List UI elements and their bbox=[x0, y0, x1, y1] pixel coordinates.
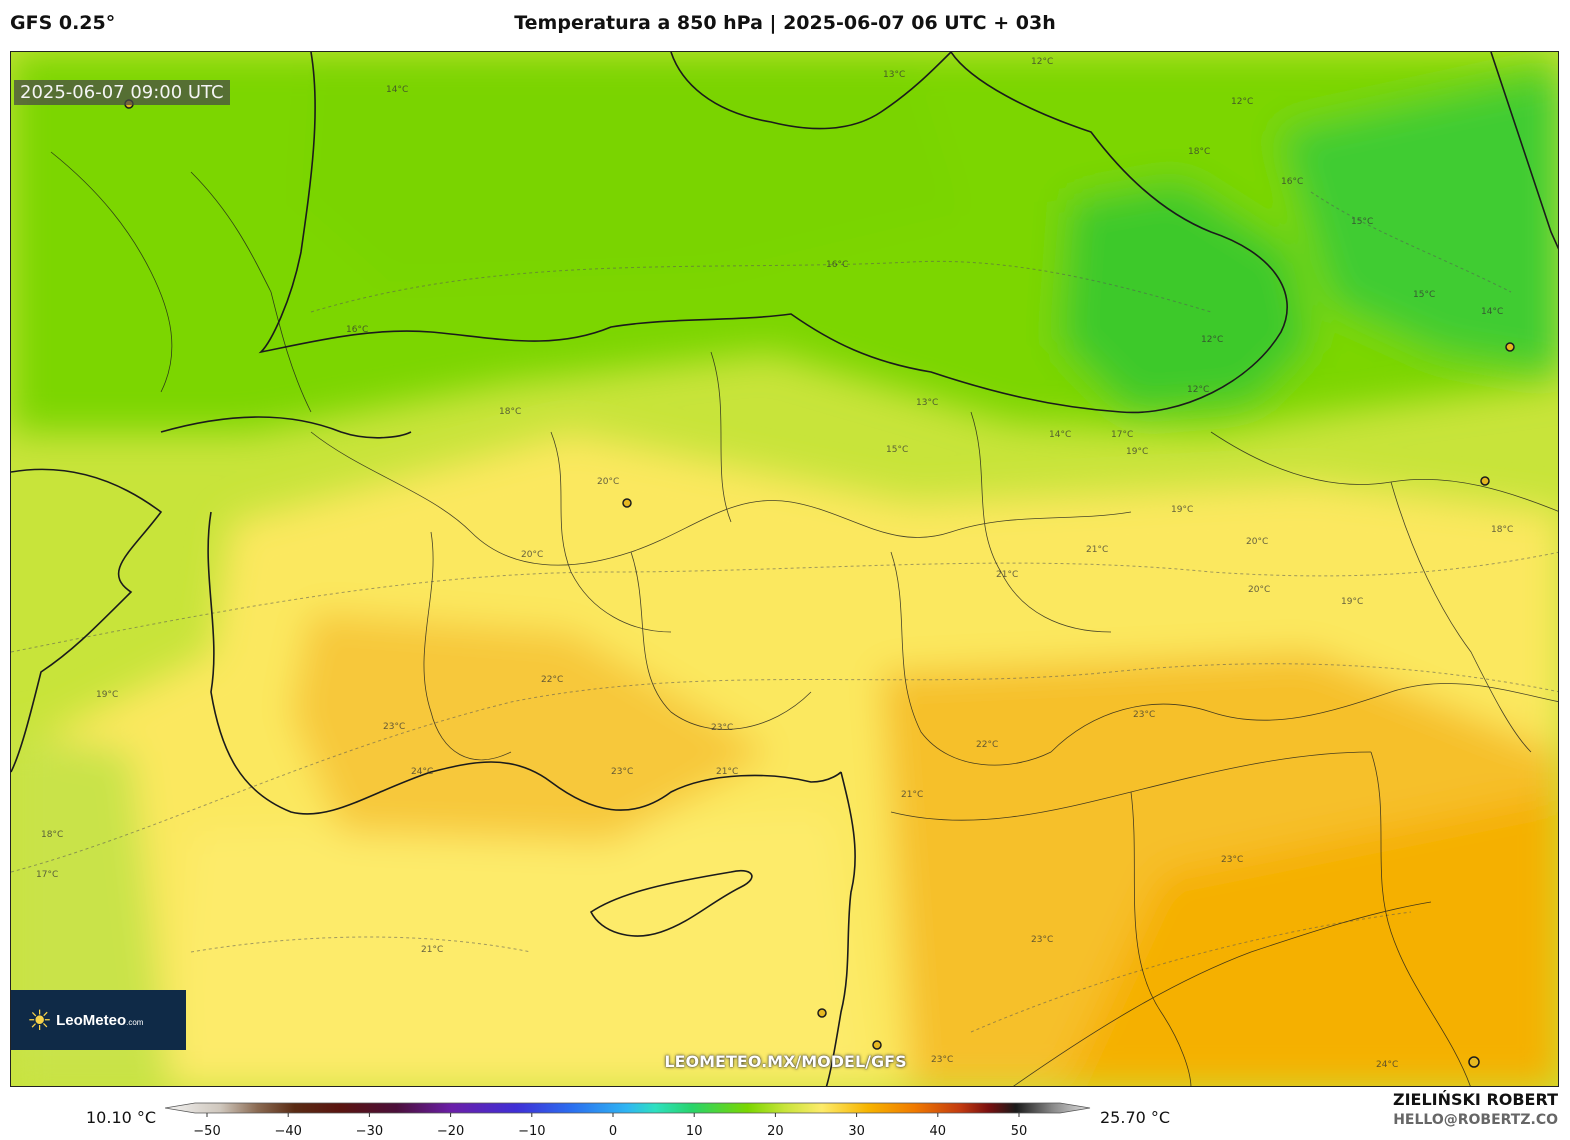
author-credit: ZIELIŃSKI ROBERT bbox=[1392, 1090, 1558, 1109]
contour-label: 19°C bbox=[96, 690, 118, 700]
city-marker bbox=[872, 1040, 882, 1050]
colorbar-tick-label: −10 bbox=[518, 1124, 545, 1139]
city-marker bbox=[817, 1008, 827, 1018]
field-cold-black-sea bbox=[1061, 182, 1311, 412]
coastlines bbox=[11, 52, 1558, 1086]
contour-label: 13°C bbox=[883, 70, 905, 80]
contour-label: 21°C bbox=[421, 945, 443, 955]
contour-label: 23°C bbox=[931, 1055, 953, 1065]
author-email[interactable]: HELLO@ROBERTZ.CO bbox=[1393, 1112, 1558, 1128]
colorbar-tick-label: −40 bbox=[274, 1124, 301, 1139]
contour-label: 24°C bbox=[411, 767, 433, 777]
field-yellow-sea bbox=[171, 812, 871, 1086]
contour-label: 12°C bbox=[1031, 57, 1053, 67]
colorbar-tick-label: 10 bbox=[686, 1124, 703, 1139]
contour-label: 16°C bbox=[1281, 177, 1303, 187]
city-marker bbox=[622, 498, 632, 508]
watermark-url: LEOMETEO.MX/MODEL/GFS bbox=[664, 1052, 907, 1071]
contour-label: 23°C bbox=[1133, 710, 1155, 720]
contour-label: 21°C bbox=[716, 767, 738, 777]
field-cold-caucasus bbox=[1281, 72, 1558, 372]
colorbar-tick-label: 0 bbox=[609, 1124, 617, 1139]
contour-label: 23°C bbox=[1221, 855, 1243, 865]
colorbar-tick-label: −50 bbox=[193, 1124, 220, 1139]
isotherm-lines bbox=[11, 191, 1558, 1033]
colorbar-tick-label: 50 bbox=[1011, 1124, 1028, 1139]
model-label: GFS 0.25° bbox=[10, 12, 116, 34]
colorbar-tick-label: 20 bbox=[767, 1124, 784, 1139]
contour-label: 18°C bbox=[41, 830, 63, 840]
contour-label: 12°C bbox=[1231, 97, 1253, 107]
valid-time-badge: 2025-06-07 09:00 UTC bbox=[14, 80, 230, 105]
colorbar: −50 −40 −30 −20 −10 0 10 20 30 40 50 bbox=[165, 1102, 1091, 1139]
field-orange-iraq bbox=[1061, 792, 1558, 1086]
contour-label: 17°C bbox=[36, 870, 58, 880]
contour-label: 21°C bbox=[901, 790, 923, 800]
contour-label: 21°C bbox=[996, 570, 1018, 580]
contour-label: 18°C bbox=[1188, 147, 1210, 157]
contour-label: 15°C bbox=[1351, 217, 1373, 227]
contour-label: 18°C bbox=[499, 407, 521, 417]
contour-label: 17°C bbox=[1111, 430, 1133, 440]
contour-label: 19°C bbox=[1171, 505, 1193, 515]
city-marker bbox=[1468, 1056, 1480, 1068]
contour-label: 21°C bbox=[1086, 545, 1108, 555]
contour-label: 18°C bbox=[1491, 525, 1513, 535]
sun-icon: ☀ bbox=[27, 1003, 53, 1037]
contour-label: 23°C bbox=[383, 722, 405, 732]
colorbar-min-label: 10.10 °C bbox=[86, 1108, 157, 1127]
contour-label: 20°C bbox=[597, 477, 619, 487]
contour-label: 16°C bbox=[826, 260, 848, 270]
colorbar-tick-label: −30 bbox=[356, 1124, 383, 1139]
contour-label: 19°C bbox=[1126, 447, 1148, 457]
field-orange-anatolia bbox=[291, 612, 771, 842]
contour-label: 23°C bbox=[1031, 935, 1053, 945]
temperature-map[interactable]: 13°C 12°C 14°C 16°C 16°C 12°C 12°C 12°C … bbox=[10, 51, 1559, 1087]
admin-borders bbox=[50, 151, 1558, 1086]
contour-label: 20°C bbox=[521, 550, 543, 560]
contour-labels: 13°C 12°C 14°C 16°C 16°C 12°C 12°C 12°C … bbox=[36, 57, 1513, 1070]
contour-label: 19°C bbox=[1341, 597, 1363, 607]
city-marker bbox=[1480, 476, 1490, 486]
chart-title: Temperatura a 850 hPa | 2025-06-07 06 UT… bbox=[514, 12, 1056, 34]
contour-label: 15°C bbox=[1413, 290, 1435, 300]
contour-label: 16°C bbox=[346, 325, 368, 335]
map-canvas: 13°C 12°C 14°C 16°C 16°C 12°C 12°C 12°C … bbox=[11, 52, 1558, 1086]
colorbar-max-label: 25.70 °C bbox=[1100, 1108, 1171, 1127]
contour-label: 24°C bbox=[1376, 1060, 1398, 1070]
contour-label: 12°C bbox=[1187, 385, 1209, 395]
contour-label: 20°C bbox=[1248, 585, 1270, 595]
colorbar-ticks: −50 −40 −30 −20 −10 0 10 20 30 40 50 bbox=[193, 1113, 1027, 1139]
contour-label: 14°C bbox=[386, 85, 408, 95]
colorbar-tick-label: −20 bbox=[437, 1124, 464, 1139]
contour-label: 23°C bbox=[611, 767, 633, 777]
field-green-central bbox=[301, 52, 961, 282]
contour-label: 14°C bbox=[1481, 307, 1503, 317]
contour-label: 22°C bbox=[541, 675, 563, 685]
contour-label: 22°C bbox=[976, 740, 998, 750]
contour-label: 14°C bbox=[1049, 430, 1071, 440]
contour-label: 15°C bbox=[886, 445, 908, 455]
colorbar-tick-label: 30 bbox=[848, 1124, 865, 1139]
logo-text: LeoMeteo.com bbox=[56, 1011, 144, 1029]
leometeo-logo[interactable]: ☀ LeoMeteo.com bbox=[11, 990, 186, 1050]
contour-label: 13°C bbox=[916, 398, 938, 408]
contour-label: 23°C bbox=[711, 723, 733, 733]
city-marker bbox=[1505, 342, 1515, 352]
contour-label: 12°C bbox=[1201, 335, 1223, 345]
contour-label: 20°C bbox=[1246, 537, 1268, 547]
colorbar-tick-label: 40 bbox=[930, 1124, 947, 1139]
